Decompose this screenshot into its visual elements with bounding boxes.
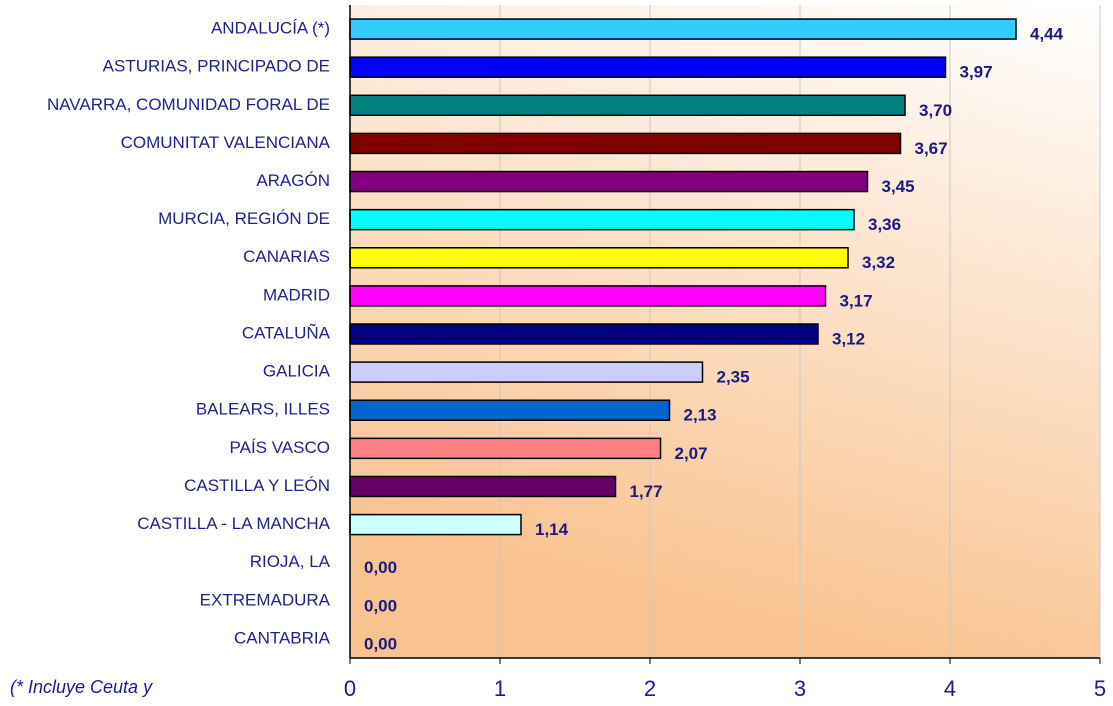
value-label: 0,00 xyxy=(364,596,397,615)
value-label: 3,45 xyxy=(882,177,915,196)
category-label: ARAGÓN xyxy=(256,171,330,190)
category-label: ASTURIAS, PRINCIPADO DE xyxy=(103,57,330,76)
x-tick-label: 2 xyxy=(644,676,656,701)
category-label: NAVARRA, COMUNIDAD FORAL DE xyxy=(47,95,330,114)
bar xyxy=(349,361,704,383)
category-label: BALEARS, ILLES xyxy=(196,400,330,419)
value-label: 3,12 xyxy=(832,329,865,348)
value-label: 3,17 xyxy=(840,291,873,310)
bar xyxy=(349,247,849,269)
category-label: ANDALUCÍA (*) xyxy=(211,19,330,38)
category-label: CANARIAS xyxy=(243,247,330,266)
value-label: 3,67 xyxy=(915,139,948,158)
category-label: CASTILLA - LA MANCHA xyxy=(137,514,330,533)
value-label: 2,07 xyxy=(675,444,708,463)
value-label: 2,13 xyxy=(684,406,717,425)
bar xyxy=(349,285,827,307)
bar xyxy=(349,170,869,193)
category-label: CANTABRIA xyxy=(234,628,331,647)
x-tick-label: 3 xyxy=(794,676,806,701)
value-label: 3,32 xyxy=(862,253,895,272)
bar xyxy=(349,437,662,460)
bar xyxy=(349,475,617,498)
value-label: 0,00 xyxy=(364,558,397,577)
value-label: 3,97 xyxy=(960,63,993,82)
category-label: CASTILLA Y LEÓN xyxy=(184,476,330,495)
category-label: EXTREMADURA xyxy=(200,590,331,609)
value-label: 2,35 xyxy=(717,368,750,387)
value-label: 1,77 xyxy=(630,482,663,501)
value-label: 3,70 xyxy=(919,101,952,120)
x-tick-label: 5 xyxy=(1094,676,1106,701)
value-label: 4,44 xyxy=(1030,25,1064,44)
category-label: GALICIA xyxy=(263,362,331,381)
bar xyxy=(349,132,902,155)
category-label: CATALUÑA xyxy=(242,323,331,342)
category-label: MURCIA, REGIÓN DE xyxy=(158,209,330,228)
x-tick-label: 0 xyxy=(344,676,356,701)
category-label: COMUNITAT VALENCIANA xyxy=(121,133,331,152)
bar xyxy=(349,323,819,345)
bar xyxy=(349,94,906,117)
value-label: 1,14 xyxy=(535,520,569,539)
category-label: MADRID xyxy=(263,285,330,304)
x-tick-label: 4 xyxy=(944,676,956,701)
annotation: (* Incluye Ceuta y xyxy=(10,677,153,697)
category-label: RIOJA, LA xyxy=(250,552,331,571)
bar xyxy=(349,399,671,421)
bar xyxy=(349,513,522,536)
bar xyxy=(349,18,1017,40)
value-label: 3,36 xyxy=(868,215,901,234)
bar xyxy=(349,56,947,78)
value-label: 0,00 xyxy=(364,634,397,653)
bar xyxy=(349,208,855,231)
category-label: PAÍS VASCO xyxy=(230,438,330,457)
x-tick-label: 1 xyxy=(494,676,506,701)
